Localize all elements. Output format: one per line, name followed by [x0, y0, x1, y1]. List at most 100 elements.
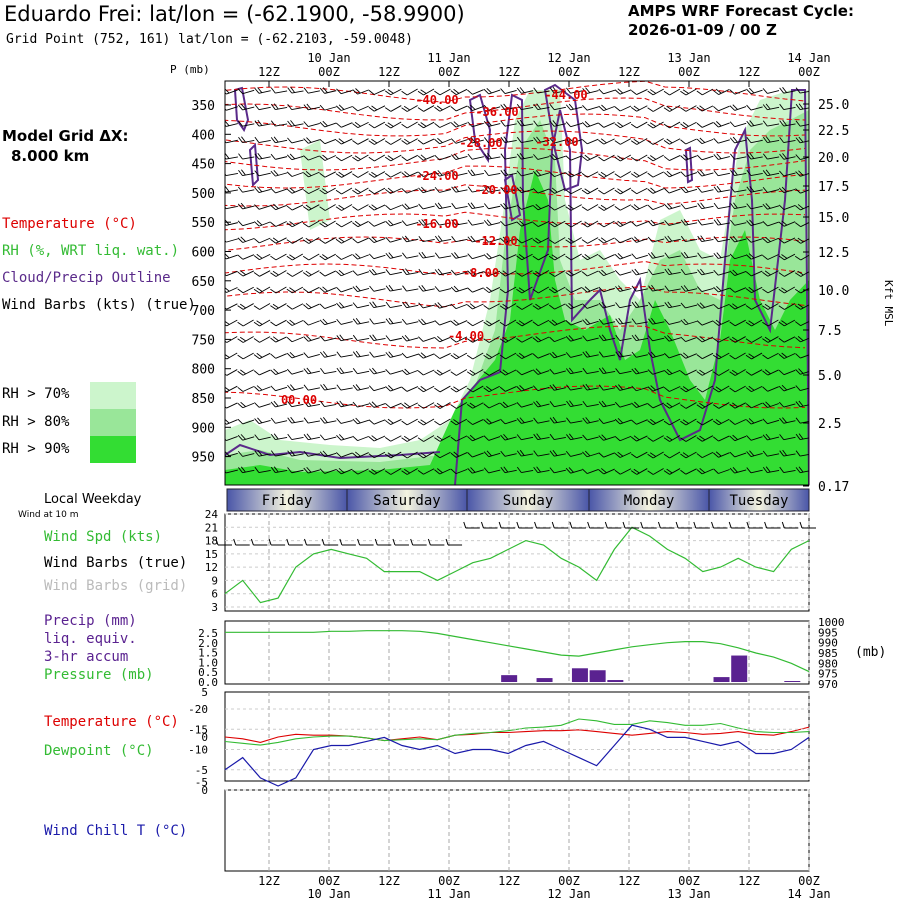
wind-y-tick: 15	[205, 548, 218, 561]
bottom-date-label: 14 Jan	[787, 887, 830, 900]
wind-barb	[253, 253, 271, 261]
wind-barb-staff	[439, 418, 451, 426]
wind-barb	[516, 434, 534, 441]
wind-barb-flag	[779, 87, 785, 94]
wind-barb-staff	[390, 354, 402, 358]
wind-barb	[647, 335, 665, 342]
wind-barb	[254, 434, 271, 441]
wind-barb-flag	[336, 302, 342, 309]
wind-barb-staff	[472, 303, 484, 310]
wind-barb-staff	[767, 319, 779, 327]
wind-barb-flag	[600, 204, 607, 210]
legend-rh70: RH > 70%	[2, 386, 70, 402]
wind-barb-flag	[270, 87, 276, 94]
wind-barb-flag	[237, 386, 244, 392]
wind-barb-flag	[418, 319, 424, 325]
wind-barb-staff	[619, 221, 632, 227]
wind-barb-staff	[439, 105, 451, 112]
wind-barb-flag	[745, 371, 752, 376]
bottom-hour-label: 00Z	[318, 874, 340, 888]
wind-barb-flag	[387, 418, 394, 424]
wind-barb	[663, 435, 681, 442]
wind-barb	[549, 86, 566, 94]
wind-barb-staff	[439, 239, 452, 242]
wind-barb-staff	[800, 353, 809, 359]
temperature-label: -8.00	[463, 266, 499, 280]
wind-barb-flag	[516, 103, 522, 110]
wind-barb-staff	[521, 336, 533, 343]
wind-barb-staff	[258, 106, 271, 111]
wind-barb-flag	[335, 238, 342, 244]
wind-barb-flag	[778, 187, 785, 194]
wind-barb	[631, 385, 648, 392]
wind-barb-flag	[664, 252, 670, 259]
wind-barb-staff	[685, 468, 697, 475]
wind-barb	[451, 218, 468, 226]
wind-barb	[434, 202, 452, 210]
wind-barb-flag	[584, 121, 591, 127]
wind-barb-flag	[287, 137, 293, 144]
wind-barb	[614, 171, 632, 178]
wind-barb-flag	[369, 334, 375, 341]
wind-barb-flag	[254, 204, 260, 210]
wind-barb-staff	[324, 420, 337, 424]
wind-barb-staff	[373, 419, 386, 425]
wind-barb-flag	[532, 239, 539, 244]
wind-barb-flag	[663, 369, 670, 376]
wind-barb-flag	[306, 466, 312, 473]
wind-barb-flag	[549, 384, 555, 391]
wind-barb	[696, 451, 714, 459]
wind-barb-flag	[729, 354, 736, 360]
wind-barb-staff	[275, 90, 288, 94]
wind-barb-flag	[434, 371, 441, 376]
wind-barb	[303, 121, 320, 127]
wind-barb-flag	[516, 288, 523, 294]
wind-barb-flag	[650, 351, 656, 358]
wind-barb	[598, 367, 616, 374]
wind-barb-staff	[767, 156, 780, 160]
wind-barb-flag	[434, 106, 441, 112]
wind-barb-flag	[568, 171, 574, 177]
wind-barb	[434, 402, 451, 409]
wind-barb-flag	[779, 466, 785, 473]
wind-barb-staff	[521, 470, 534, 473]
wind-barb	[516, 369, 533, 376]
wind-barb	[385, 301, 402, 308]
wind-barb	[483, 418, 501, 425]
wind-barb-flag	[615, 302, 621, 309]
wind-barb-flag	[666, 402, 673, 408]
wind-barb-flag	[631, 205, 637, 211]
wind-barb-flag	[240, 202, 246, 209]
wind-barb-flag	[286, 272, 293, 277]
wind-barb-flag	[401, 437, 408, 442]
wind-barb-flag	[484, 137, 489, 143]
wind-barb-staff	[570, 187, 582, 195]
wind-barb-flag	[516, 187, 522, 193]
wind-barb-flag	[372, 367, 378, 374]
legend-temp-t: Temperature (°C)	[44, 714, 179, 730]
wind-y-tick: 18	[205, 535, 218, 548]
wind-barb-flag	[302, 255, 310, 261]
wind-barb	[680, 203, 698, 210]
wind-barb	[533, 103, 550, 110]
wind-barb-flag	[598, 335, 604, 341]
wind-barb	[500, 136, 517, 143]
wind-barb-flag	[420, 419, 427, 424]
p-tick-label: 600	[192, 246, 215, 261]
wind-barb-flag	[302, 272, 309, 277]
wind-barb-flag	[732, 269, 738, 275]
wind-barb-flag	[565, 138, 572, 144]
wind-barb-flag	[352, 270, 358, 276]
wind-barb-flag	[782, 449, 788, 456]
wind-barb-flag	[239, 336, 247, 342]
wind-barb-flag	[352, 206, 359, 211]
wind-barb-flag	[663, 437, 670, 442]
wind-barb-flag	[225, 435, 227, 441]
wind-barb-staff	[636, 435, 648, 442]
wind-barb-flag	[666, 138, 673, 144]
wind-barb	[253, 336, 271, 343]
wind-barb-staff	[538, 303, 550, 310]
wind-barb-staff	[619, 387, 632, 391]
wind-barb	[532, 353, 550, 359]
wind-barb-flag	[434, 303, 440, 309]
